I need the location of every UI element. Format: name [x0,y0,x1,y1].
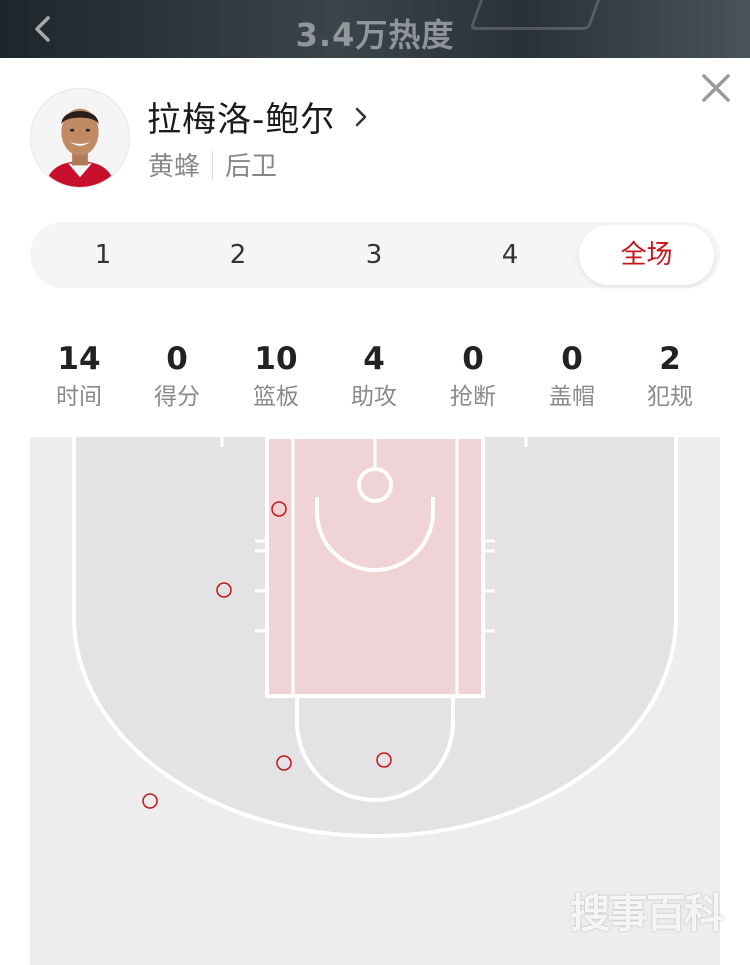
restricted-arc [315,497,435,572]
half-court-diagram [30,437,720,965]
top-bar: 3.4万热度 [0,0,750,58]
player-profile-link[interactable]: 拉梅洛-鲍尔 [147,92,371,141]
stat-label: 犯规 [647,384,693,410]
stats-row: 14 时间 0 得分 10 篮板 4 助攻 0 抢断 0 盖帽 2 犯规 [30,341,720,421]
shot-marker[interactable] [276,755,292,771]
stat-value: 2 [659,341,681,377]
stat-label: 时间 [56,384,102,410]
period-tabs: 1 2 3 4 全场 [30,222,720,288]
shot-marker[interactable] [142,793,158,809]
watermark: 搜事百科 [570,891,724,937]
shot-court [30,437,720,965]
stat-blocks: 0 盖帽 [527,341,617,415]
stat-fouls: 2 犯规 [625,341,715,415]
close-button[interactable] [696,68,736,108]
chevron-right-icon [356,107,367,126]
player-stats-sheet: 拉梅洛-鲍尔 黄蜂 后卫 1 2 3 4 全场 14 时间 0 得分 10 篮板… [0,58,750,965]
paint-area [265,437,485,698]
tab-full-game[interactable]: 全场 [579,225,714,285]
stat-label: 盖帽 [549,384,595,410]
player-name: 拉梅洛-鲍尔 [147,100,336,140]
stat-rebounds: 10 篮板 [231,341,321,415]
stat-minutes: 14 时间 [34,341,124,415]
rim [357,467,393,503]
chevron-left-icon [35,16,50,42]
player-meta: 黄蜂 后卫 [148,146,277,183]
stat-value: 14 [57,341,101,377]
stat-points: 0 得分 [132,341,222,415]
free-throw-circle [295,696,455,802]
heat-title: 3.4万热度 [295,16,455,54]
stat-value: 10 [254,341,298,377]
shot-marker[interactable] [216,582,232,598]
player-photo [31,89,129,187]
player-avatar[interactable] [30,88,130,188]
player-team: 黄蜂 [148,152,201,182]
shot-marker[interactable] [376,752,392,768]
stat-label: 得分 [154,384,200,410]
tab-period-3[interactable]: 3 [365,240,383,270]
stat-value: 0 [166,341,188,377]
stat-assists: 4 助攻 [329,341,419,415]
stat-label: 篮板 [253,384,299,410]
close-icon [702,74,730,102]
three-point-line [72,437,678,838]
tab-period-4[interactable]: 4 [501,240,519,270]
back-button[interactable] [26,12,60,46]
player-position: 后卫 [225,152,278,182]
stat-value: 0 [561,341,583,377]
stat-label: 抢断 [450,384,496,410]
stat-value: 4 [363,341,385,377]
tab-period-1[interactable]: 1 [94,240,112,270]
shot-marker[interactable] [271,501,287,517]
stat-steals: 0 抢断 [428,341,518,415]
meta-divider [212,150,214,179]
tab-period-2[interactable]: 2 [229,240,247,270]
stat-value: 0 [462,341,484,377]
stat-label: 助攻 [351,384,397,410]
